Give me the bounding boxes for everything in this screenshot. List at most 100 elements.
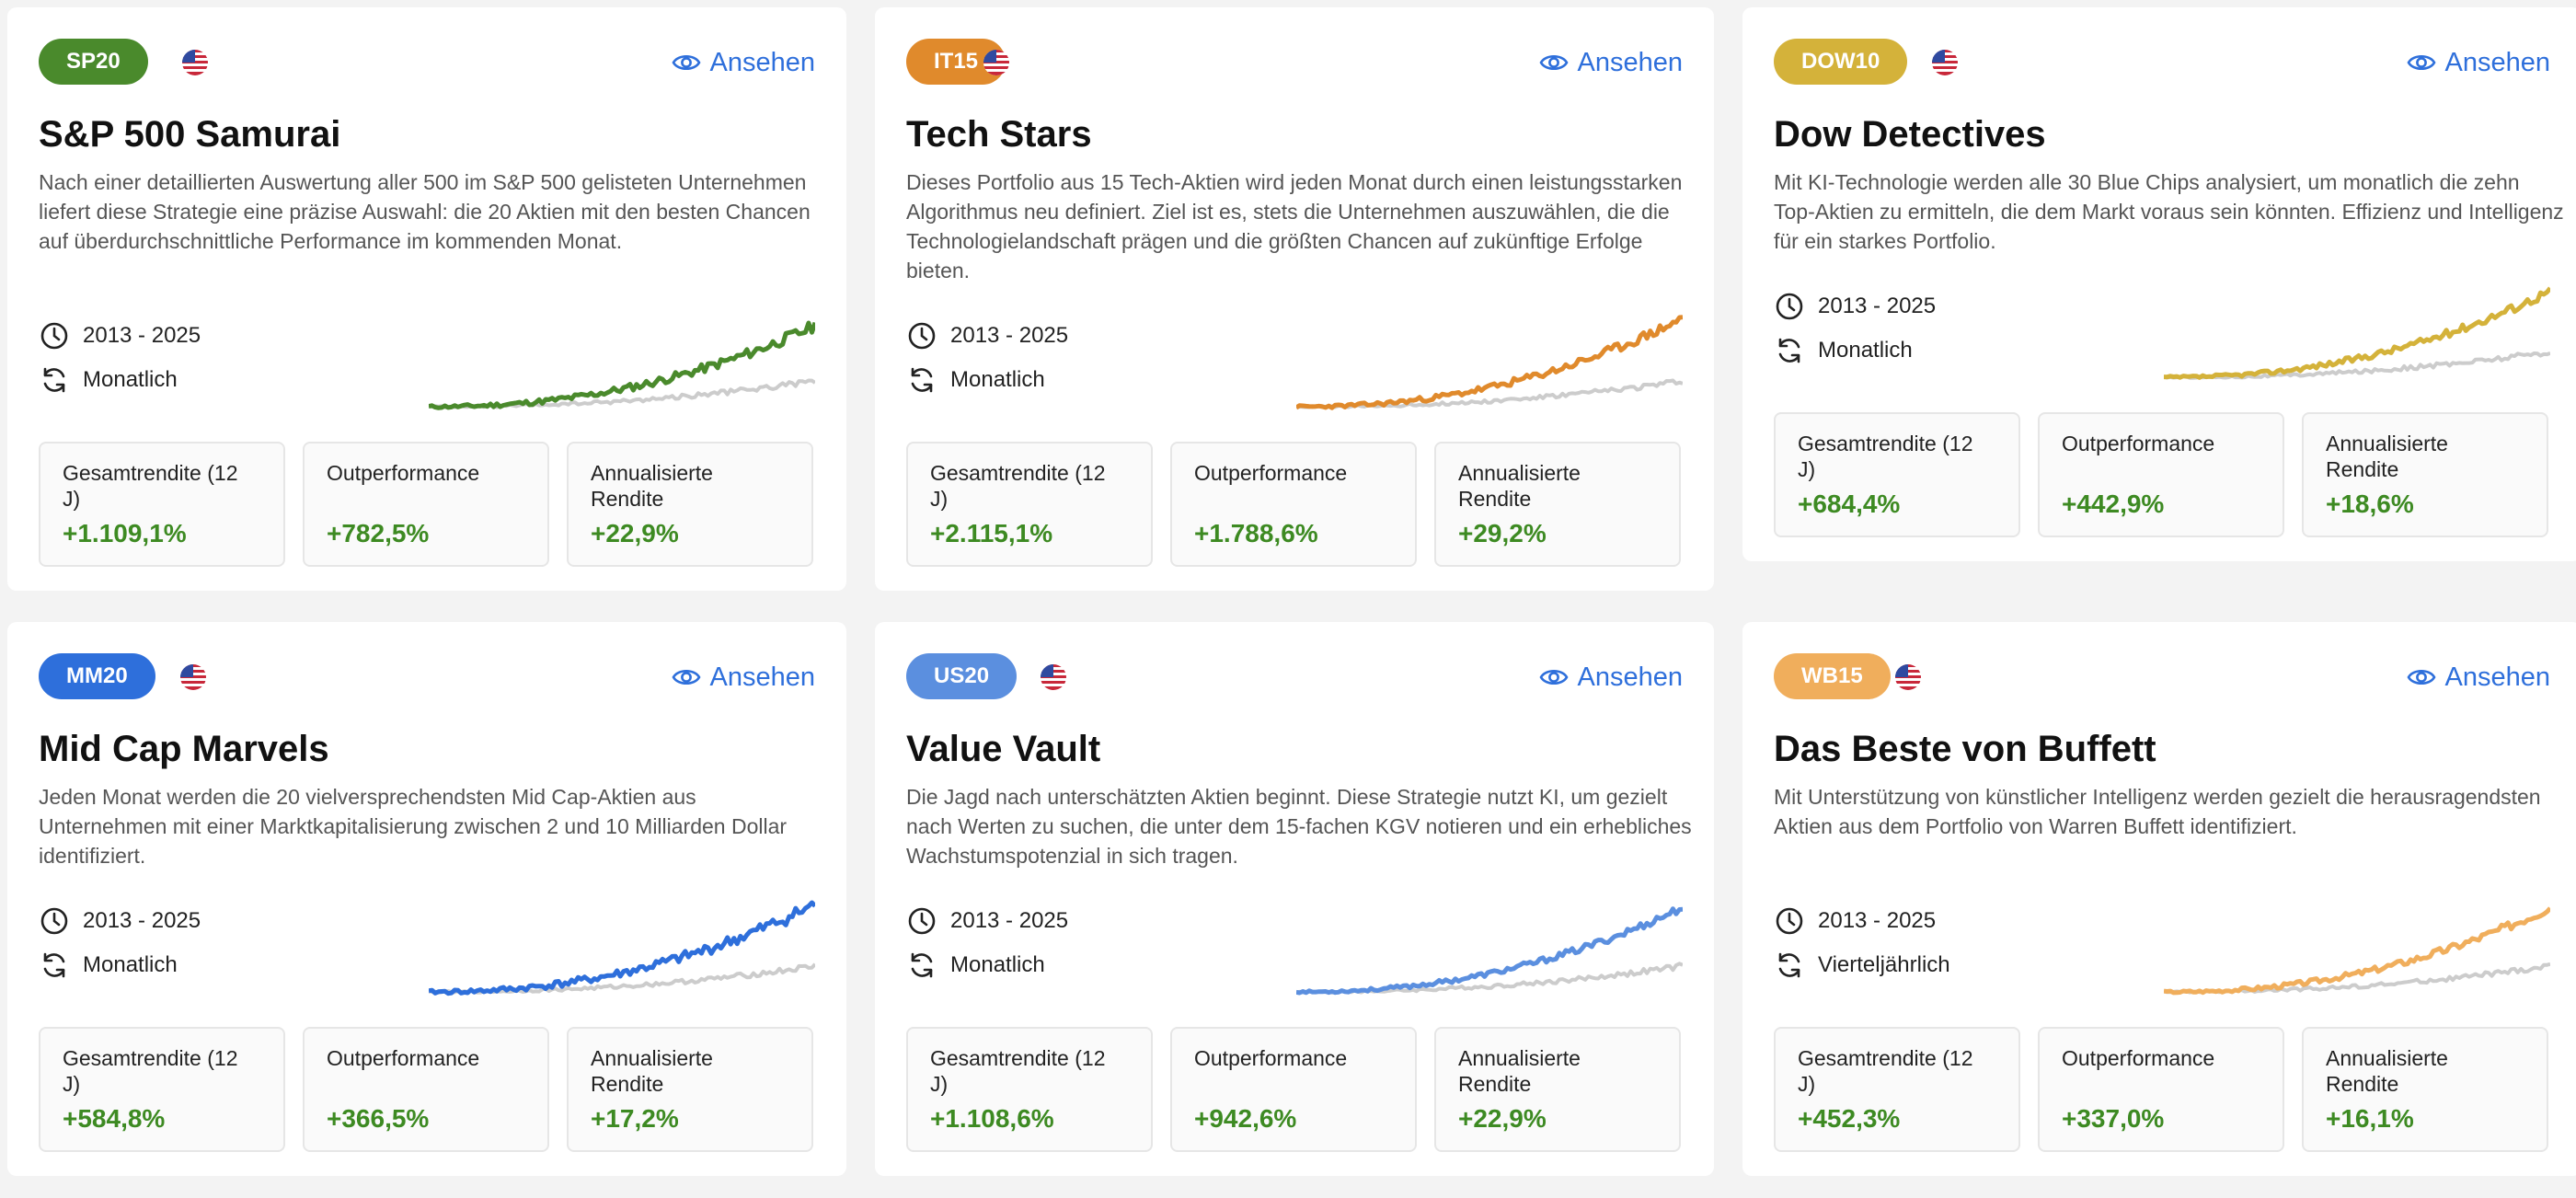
strategy-line: [2164, 906, 2550, 996]
view-button[interactable]: Ansehen: [672, 48, 816, 77]
stat-value: +16,1%: [2326, 1104, 2414, 1133]
view-label: Ansehen: [1577, 48, 1684, 77]
stat-value: +942,6%: [1194, 1104, 1297, 1133]
strategy-description: Die Jagd nach unterschätzten Aktien begi…: [906, 785, 1692, 868]
eye-icon: [672, 54, 700, 71]
rebalance-value: Monatlich: [1818, 338, 1913, 363]
stat-label: Gesamtrendite (12 J): [930, 1046, 1106, 1096]
rebalance-row: Monatlich: [906, 364, 1045, 396]
stat-value: +17,2%: [591, 1104, 679, 1133]
strategy-code-badge: DOW10: [1774, 39, 1908, 85]
performance-sparkline: [2164, 906, 2550, 996]
stat-value: +684,4%: [1798, 490, 1901, 518]
strategy-title: Mid Cap Marvels: [39, 729, 329, 769]
stat-total-return: Gesamtrendite (12 J) +684,4%: [1774, 412, 2020, 537]
us-flag-icon: [983, 50, 1009, 75]
stat-label: Outperformance: [1194, 1046, 1348, 1070]
refresh-icon: [911, 952, 933, 978]
strategy-description: Mit Unterstützung von künstlicher Intell…: [1774, 785, 2541, 838]
stat-label: Gesamtrendite (12 J): [63, 461, 238, 511]
view-label: Ansehen: [2444, 662, 2551, 692]
stat-label: Annualisierte Rendite: [591, 1046, 713, 1096]
eye-icon: [1539, 669, 1568, 685]
refresh-icon: [911, 367, 933, 393]
strategy-line: [2164, 286, 2550, 380]
performance-sparkline: [429, 320, 815, 410]
stat-label: Outperformance: [327, 461, 480, 485]
benchmark-line: [2164, 351, 2550, 380]
view-button[interactable]: Ansehen: [672, 662, 815, 692]
strategy-card: US20 Ansehen Value Vault Die Jagd nach u…: [875, 622, 1714, 1176]
stat-annualized-return: Annualisierte Rendite +22,9%: [567, 442, 813, 567]
stat-value: +1.108,6%: [930, 1104, 1054, 1133]
stat-value: +1.788,6%: [1194, 519, 1318, 547]
performance-sparkline: [429, 900, 815, 996]
strategy-title: S&P 500 Samurai: [39, 114, 341, 155]
benchmark-line: [429, 378, 815, 409]
clock-icon: [908, 907, 936, 935]
rebalance-value: Vierteljährlich: [1818, 952, 1950, 977]
period-row: 2013 - 2025: [906, 905, 1068, 937]
stat-annualized-return: Annualisierte Rendite +18,6%: [2302, 412, 2548, 537]
strategy-description: Jeden Monat werden die 20 vielverspreche…: [39, 785, 788, 868]
period-value: 2013 - 2025: [83, 323, 201, 348]
stat-label: Annualisierte Rendite: [591, 461, 713, 511]
stat-label: Outperformance: [2062, 432, 2215, 455]
view-button[interactable]: Ansehen: [2407, 662, 2551, 692]
performance-sparkline: [2164, 286, 2550, 380]
period-value: 2013 - 2025: [950, 908, 1069, 933]
strategy-title: Value Vault: [906, 729, 1101, 769]
strategy-card: DOW10 Ansehen Dow Detectives Mit KI-Tech…: [1742, 7, 2576, 561]
stat-value: +22,9%: [1458, 1104, 1547, 1133]
stat-value: +584,8%: [63, 1104, 166, 1133]
stat-value: +366,5%: [327, 1104, 430, 1133]
stat-outperformance: Outperformance +337,0%: [2038, 1027, 2284, 1152]
stat-value: +1.109,1%: [63, 519, 187, 547]
strategy-description: Nach einer detaillierten Auswertung alle…: [39, 170, 811, 253]
refresh-icon: [1778, 952, 1800, 978]
strategy-description: Dieses Portfolio aus 15 Tech-Aktien wird…: [906, 170, 1683, 282]
period-row: 2013 - 2025: [1774, 905, 1936, 937]
stat-value: +442,9%: [2062, 490, 2165, 518]
stat-total-return: Gesamtrendite (12 J) +1.108,6%: [906, 1027, 1153, 1152]
stat-annualized-return: Annualisierte Rendite +16,1%: [2302, 1027, 2548, 1152]
stat-value: +337,0%: [2062, 1104, 2165, 1133]
stat-outperformance: Outperformance +942,6%: [1170, 1027, 1417, 1152]
period-value: 2013 - 2025: [83, 908, 201, 933]
period-row: 2013 - 2025: [906, 320, 1068, 351]
stat-label: Outperformance: [2062, 1046, 2215, 1070]
view-button[interactable]: Ansehen: [1539, 662, 1683, 692]
stat-value: +452,3%: [1798, 1104, 1901, 1133]
stat-label: Annualisierte Rendite: [1458, 1046, 1581, 1096]
eye-icon: [1539, 54, 1568, 71]
stat-value: +18,6%: [2326, 490, 2414, 518]
clock-icon: [1776, 293, 1803, 320]
rebalance-row: Monatlich: [1774, 335, 1913, 366]
strategy-code-badge: SP20: [39, 39, 148, 85]
period-value: 2013 - 2025: [1818, 294, 1937, 318]
stat-total-return: Gesamtrendite (12 J) +1.109,1%: [39, 442, 285, 567]
stat-annualized-return: Annualisierte Rendite +22,9%: [1434, 1027, 1681, 1152]
view-button[interactable]: Ansehen: [2407, 48, 2551, 77]
stat-label: Annualisierte Rendite: [2326, 1046, 2448, 1096]
stat-label: Annualisierte Rendite: [2326, 432, 2448, 481]
clock-icon: [1776, 907, 1803, 935]
us-flag-icon: [180, 664, 206, 690]
stat-outperformance: Outperformance +366,5%: [303, 1027, 549, 1152]
strategy-code-badge: US20: [906, 653, 1018, 699]
rebalance-value: Monatlich: [83, 952, 178, 977]
stat-outperformance: Outperformance +782,5%: [303, 442, 549, 567]
view-label: Ansehen: [709, 48, 816, 77]
view-button[interactable]: Ansehen: [1539, 48, 1684, 77]
strategy-card: MM20 Ansehen Mid Cap Marvels Jeden Monat…: [7, 622, 846, 1176]
view-label: Ansehen: [2444, 48, 2551, 77]
refresh-icon: [43, 367, 65, 393]
eye-icon: [2407, 669, 2435, 685]
clock-icon: [40, 322, 68, 350]
clock-icon: [40, 907, 68, 935]
benchmark-line: [2164, 962, 2550, 995]
strategy-card: IT15 Ansehen Tech Stars Dieses Portfolio…: [875, 7, 1714, 591]
period-row: 2013 - 2025: [39, 320, 201, 351]
stat-label: Gesamtrendite (12 J): [1798, 1046, 1973, 1096]
stat-annualized-return: Annualisierte Rendite +29,2%: [1434, 442, 1681, 567]
